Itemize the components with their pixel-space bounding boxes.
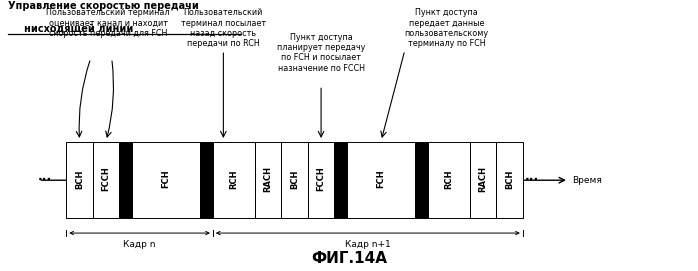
Text: BCH: BCH bbox=[75, 169, 84, 189]
Text: RCH: RCH bbox=[445, 169, 453, 189]
Text: Кадр n: Кадр n bbox=[124, 240, 156, 249]
Bar bbox=[66, 142, 93, 218]
Text: RACH: RACH bbox=[479, 166, 487, 192]
Bar bbox=[93, 142, 119, 218]
Text: Управление скоростью передачи: Управление скоростью передачи bbox=[8, 1, 199, 11]
Text: Пункт доступа
передает данные
пользовательскому
терминалу по FCH: Пункт доступа передает данные пользовате… bbox=[405, 8, 489, 48]
Bar bbox=[347, 142, 415, 218]
Bar bbox=[415, 142, 428, 218]
Text: нисходящей линии: нисходящей линии bbox=[24, 23, 134, 33]
Text: ...: ... bbox=[525, 170, 539, 183]
Text: Время: Время bbox=[572, 176, 602, 185]
Bar bbox=[255, 142, 281, 218]
Text: BCH: BCH bbox=[505, 169, 514, 189]
Text: ФИГ.14А: ФИГ.14А bbox=[311, 251, 387, 266]
Text: RCH: RCH bbox=[230, 169, 238, 189]
Bar bbox=[119, 142, 132, 218]
Bar bbox=[470, 142, 496, 218]
Text: Пункт доступа
планирует передачу
по FCH и посылает
назначение по FCCH: Пункт доступа планирует передачу по FCH … bbox=[277, 33, 365, 73]
Text: RACH: RACH bbox=[264, 166, 272, 192]
Text: Кадр n+1: Кадр n+1 bbox=[345, 240, 391, 249]
Bar bbox=[428, 142, 470, 218]
Text: FCH: FCH bbox=[377, 170, 385, 188]
Bar bbox=[213, 142, 255, 218]
Text: FCCH: FCCH bbox=[317, 166, 325, 191]
Text: BCH: BCH bbox=[290, 169, 299, 189]
Bar bbox=[200, 142, 213, 218]
Text: Пользовательский
терминал посылает
назад скорость
передачи по RCH: Пользовательский терминал посылает назад… bbox=[181, 8, 266, 48]
Bar bbox=[334, 142, 347, 218]
Bar bbox=[496, 142, 523, 218]
Text: ...: ... bbox=[38, 170, 52, 183]
Bar bbox=[308, 142, 334, 218]
Text: FCH: FCH bbox=[162, 170, 170, 188]
Text: Пользовательский терминал
оценивает канал и находит
скорость передачи для FCH: Пользовательский терминал оценивает кана… bbox=[47, 8, 170, 38]
Bar bbox=[281, 142, 308, 218]
Bar bbox=[132, 142, 200, 218]
Text: FCCH: FCCH bbox=[102, 166, 110, 191]
